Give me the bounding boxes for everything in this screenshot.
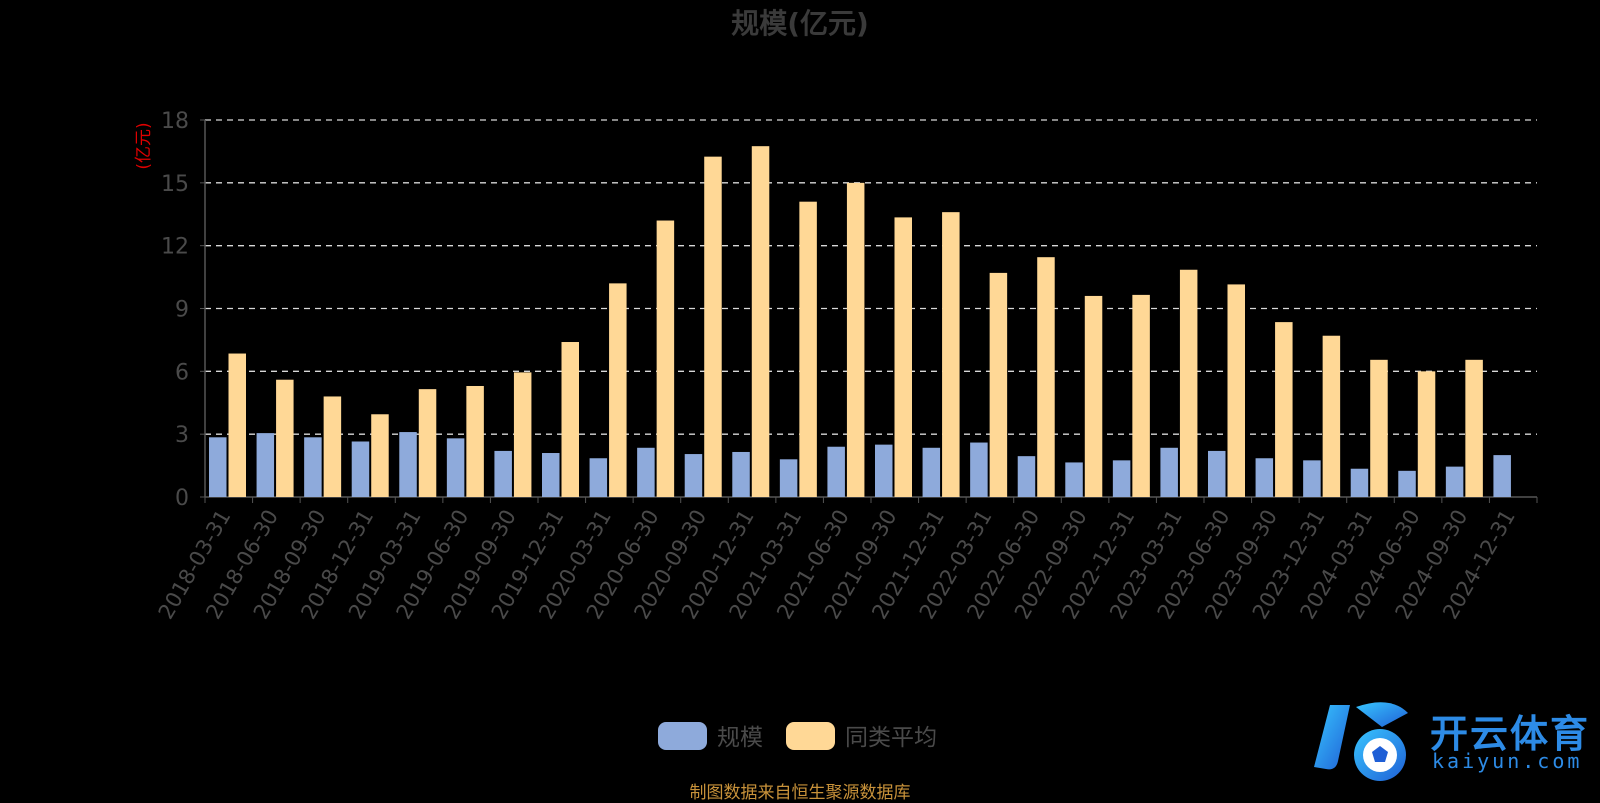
bar <box>494 450 512 497</box>
bar <box>209 437 227 497</box>
bar <box>894 217 912 497</box>
bar <box>846 182 865 498</box>
bar <box>1255 458 1274 497</box>
bar <box>1112 460 1131 497</box>
bar <box>1350 468 1369 497</box>
legend-swatch <box>658 722 707 750</box>
bar <box>684 454 703 497</box>
bar <box>513 372 532 497</box>
bar <box>751 146 770 498</box>
bar <box>799 201 817 497</box>
bar <box>256 433 275 497</box>
y-tick-label: 18 <box>161 109 189 134</box>
bar <box>1493 455 1511 497</box>
bar <box>1303 460 1321 497</box>
y-tick-label: 9 <box>175 298 189 323</box>
watermark-logo: 开云体育 kaiyun.com <box>1312 697 1592 787</box>
bar <box>1037 257 1055 497</box>
bar <box>561 342 579 497</box>
y-tick-label: 3 <box>175 423 189 448</box>
bar <box>1370 359 1388 497</box>
y-tick-label: 15 <box>161 172 189 197</box>
bar <box>827 446 845 497</box>
bar <box>304 437 322 497</box>
bar <box>446 438 465 497</box>
bar <box>1445 466 1464 497</box>
kaiyun-logo-icon <box>1314 702 1408 781</box>
bar <box>1465 359 1483 497</box>
bar <box>875 444 893 497</box>
bar <box>1017 456 1036 497</box>
watermark-domain: kaiyun.com <box>1432 749 1583 773</box>
bar <box>1208 450 1226 497</box>
bar <box>732 451 750 497</box>
bar <box>542 453 560 497</box>
bar <box>1275 322 1293 497</box>
bar <box>1179 269 1198 497</box>
bar <box>1084 295 1103 497</box>
legend-label: 同类平均 <box>845 725 937 751</box>
bar <box>922 447 941 497</box>
y-tick-label: 12 <box>161 235 189 260</box>
bar <box>371 414 389 497</box>
bar <box>609 283 627 497</box>
legend-swatch <box>786 722 835 750</box>
bar <box>466 385 484 497</box>
legend-label: 规模 <box>717 725 763 751</box>
bar <box>779 459 798 497</box>
bar <box>351 441 370 497</box>
chart-title: 规模(亿元) <box>731 7 869 40</box>
bar <box>970 442 988 497</box>
bar <box>942 212 960 497</box>
bar <box>1417 371 1436 497</box>
bar <box>704 156 722 497</box>
bar <box>989 272 1008 497</box>
bar <box>1160 447 1178 497</box>
y-tick-label: 6 <box>175 360 189 385</box>
source-note: 制图数据来自恒生聚源数据库 <box>689 783 911 803</box>
bar <box>1065 462 1083 497</box>
bar <box>1322 335 1341 497</box>
bar <box>656 220 675 498</box>
bar <box>637 447 655 497</box>
watermark-brand: 开云体育 <box>1430 712 1591 756</box>
y-tick-label: 0 <box>175 486 189 511</box>
bar <box>418 389 437 497</box>
bar <box>228 353 246 497</box>
bar <box>1227 284 1245 497</box>
bar <box>323 396 342 497</box>
bar <box>276 379 294 497</box>
bar <box>1132 294 1150 497</box>
bar <box>589 458 608 497</box>
bar <box>1398 470 1416 497</box>
bar <box>399 432 417 497</box>
y-axis-label: (亿元) <box>134 122 154 169</box>
